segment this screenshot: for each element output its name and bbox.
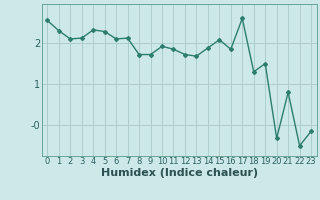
X-axis label: Humidex (Indice chaleur): Humidex (Indice chaleur) [100, 168, 258, 178]
